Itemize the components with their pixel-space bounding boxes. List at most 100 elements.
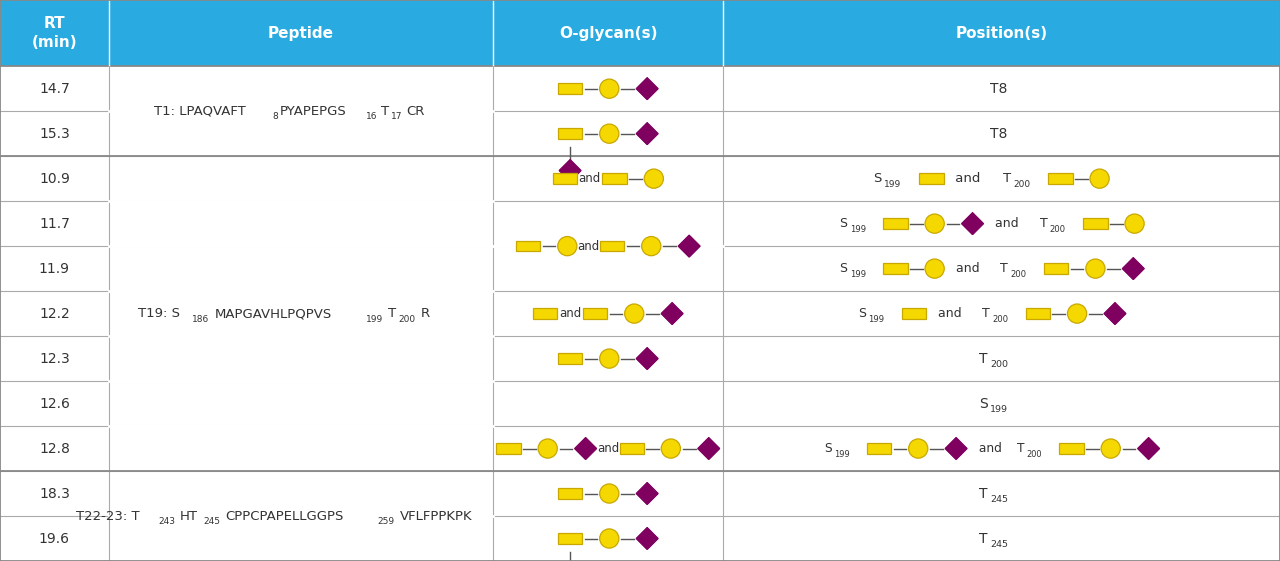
Text: MAPGAVHLPQPVS: MAPGAVHLPQPVS [215, 307, 332, 320]
Bar [620, 443, 644, 454]
Polygon shape [698, 438, 719, 459]
Bar [558, 128, 582, 139]
Bar [919, 173, 943, 184]
Polygon shape [1138, 438, 1160, 459]
Text: RT
(min): RT (min) [32, 16, 77, 50]
Polygon shape [636, 123, 658, 145]
Polygon shape [575, 438, 596, 459]
Text: 245: 245 [991, 495, 1009, 504]
Text: 259: 259 [378, 517, 394, 526]
Bar [532, 309, 557, 319]
Text: 11.9: 11.9 [38, 261, 70, 275]
Bar [497, 443, 521, 454]
Ellipse shape [1068, 304, 1087, 323]
Text: S: S [840, 262, 847, 275]
Text: CR: CR [406, 105, 425, 118]
Bar [1048, 173, 1073, 184]
Text: 200: 200 [992, 315, 1009, 324]
Text: T8: T8 [991, 82, 1007, 96]
Bar [603, 173, 627, 184]
Text: T: T [1001, 262, 1009, 275]
Text: 15.3: 15.3 [38, 127, 70, 141]
Text: T: T [979, 352, 988, 366]
Text: 200: 200 [398, 315, 416, 324]
Text: S: S [979, 397, 988, 411]
Ellipse shape [1085, 259, 1105, 278]
Text: T: T [1018, 442, 1024, 455]
Bar [558, 533, 582, 544]
Ellipse shape [538, 439, 557, 458]
Text: 186: 186 [192, 315, 210, 324]
Text: and: and [579, 172, 600, 185]
Text: O-glycan(s): O-glycan(s) [559, 26, 657, 40]
Text: S: S [873, 172, 882, 185]
Text: 199: 199 [366, 315, 383, 324]
Ellipse shape [600, 529, 620, 548]
Text: PYAPEPGS: PYAPEPGS [280, 105, 347, 118]
Polygon shape [961, 213, 983, 234]
Text: T19: S: T19: S [138, 307, 180, 320]
Text: R: R [421, 307, 430, 320]
Text: 200: 200 [1010, 270, 1027, 279]
Bar [901, 309, 925, 319]
Polygon shape [559, 160, 581, 181]
Text: S: S [840, 217, 847, 230]
Text: CPPCPAPELLGGPS: CPPCPAPELLGGPS [225, 509, 343, 522]
Ellipse shape [558, 237, 577, 256]
Text: 18.3: 18.3 [38, 486, 70, 500]
Text: 17: 17 [392, 112, 403, 121]
Text: 200: 200 [1050, 226, 1066, 234]
Ellipse shape [1125, 214, 1144, 233]
Ellipse shape [909, 439, 928, 458]
Text: T: T [982, 307, 989, 320]
Polygon shape [636, 78, 658, 99]
Text: 245: 245 [204, 517, 220, 526]
Text: HT: HT [179, 509, 198, 522]
Text: and: and [596, 442, 620, 455]
Text: 200: 200 [1027, 450, 1042, 459]
Ellipse shape [1091, 169, 1110, 188]
Bar [867, 443, 891, 454]
Bar [0, 66, 1280, 561]
Polygon shape [678, 235, 700, 257]
Text: 14.7: 14.7 [38, 82, 70, 96]
Bar [582, 309, 607, 319]
Ellipse shape [600, 484, 620, 503]
Bar [558, 488, 582, 499]
Text: T22-23: T: T22-23: T [76, 509, 140, 522]
Text: 199: 199 [868, 315, 884, 324]
Text: 199: 199 [833, 450, 850, 459]
Ellipse shape [925, 214, 945, 233]
Ellipse shape [625, 304, 644, 323]
Text: 245: 245 [991, 540, 1009, 549]
Text: 16: 16 [366, 112, 378, 121]
Polygon shape [1105, 303, 1126, 324]
Bar [1060, 443, 1084, 454]
Bar [883, 218, 908, 229]
Text: and: and [952, 262, 983, 275]
Bar [558, 84, 582, 94]
Text: Position(s): Position(s) [956, 26, 1047, 40]
Bar [1083, 218, 1107, 229]
Bar [600, 241, 625, 251]
Text: T: T [1039, 217, 1047, 230]
Ellipse shape [600, 349, 620, 368]
Text: 10.9: 10.9 [38, 172, 70, 186]
Text: 11.7: 11.7 [38, 217, 70, 231]
Bar [1025, 309, 1050, 319]
Text: T: T [381, 105, 389, 118]
Ellipse shape [641, 237, 660, 256]
Polygon shape [636, 348, 658, 370]
Bar [516, 241, 540, 251]
Ellipse shape [600, 79, 620, 98]
Text: T1: LPAQVAFT: T1: LPAQVAFT [154, 105, 246, 118]
Text: and: and [559, 307, 581, 320]
Ellipse shape [1101, 439, 1120, 458]
Text: 12.2: 12.2 [38, 307, 70, 320]
Text: VFLFPPKPK: VFLFPPKPK [399, 509, 472, 522]
Text: and: and [951, 172, 986, 185]
Text: 199: 199 [850, 226, 865, 234]
Bar [883, 263, 908, 274]
Text: 8: 8 [273, 112, 278, 121]
Text: 199: 199 [850, 270, 865, 279]
